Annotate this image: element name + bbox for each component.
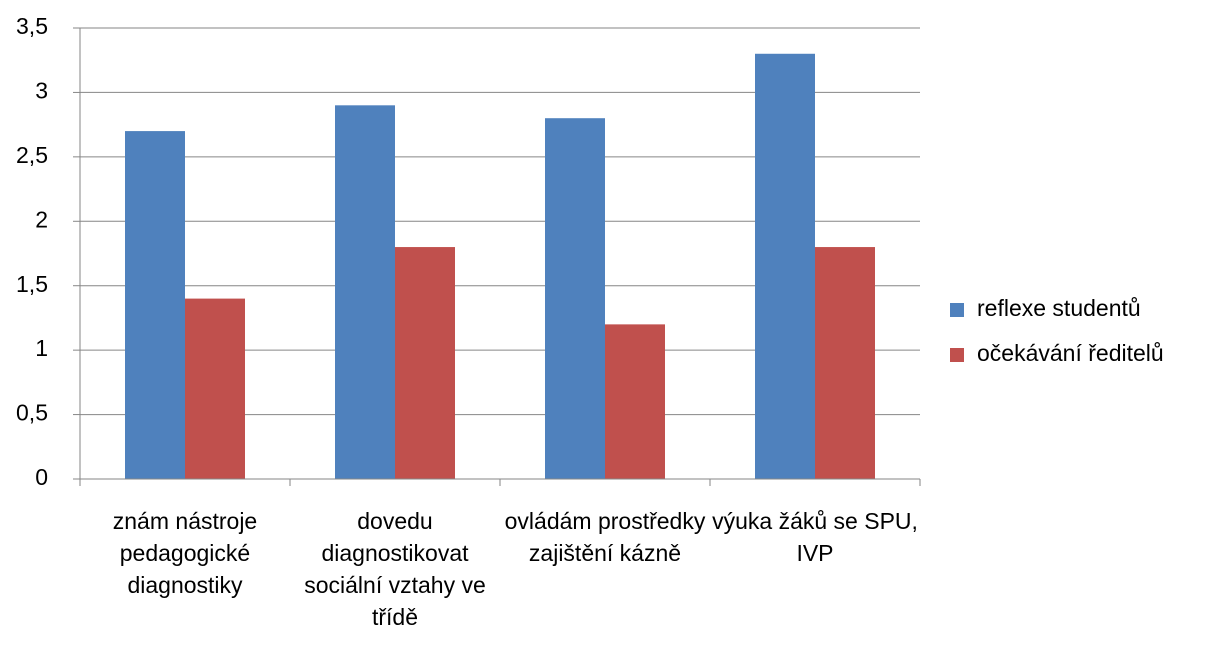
bar [545,118,605,479]
y-tick-label: 3,5 [16,13,48,39]
bar [815,247,875,479]
y-tick-label: 2 [35,206,48,232]
x-tick-label: znám nástroje pedagogické diagnostiky [112,508,258,598]
bar [335,105,395,480]
x-tick-label: výuka žáků se SPU, IVP [712,508,918,566]
bar [395,247,455,479]
y-tick-label: 0,5 [16,400,48,426]
y-tick-label: 3 [35,78,48,104]
x-tick-label: dovedu diagnostikovat sociální vztahy ve… [304,508,486,630]
y-tick-label: 1,5 [16,271,48,297]
y-tick-label: 2,5 [16,142,48,168]
bar [185,298,245,479]
bar [125,131,185,480]
bar [755,53,815,480]
legend-label: očekávání ředitelů [977,340,1164,366]
legend-label: reflexe studentů [977,295,1141,321]
bar [605,324,665,479]
x-tick-label: ovládám prostředky zajištění kázně [504,508,706,566]
legend-swatch [950,303,964,317]
y-tick-label: 0 [35,464,48,490]
y-tick-label: 1 [35,335,48,361]
legend-swatch [950,348,964,362]
